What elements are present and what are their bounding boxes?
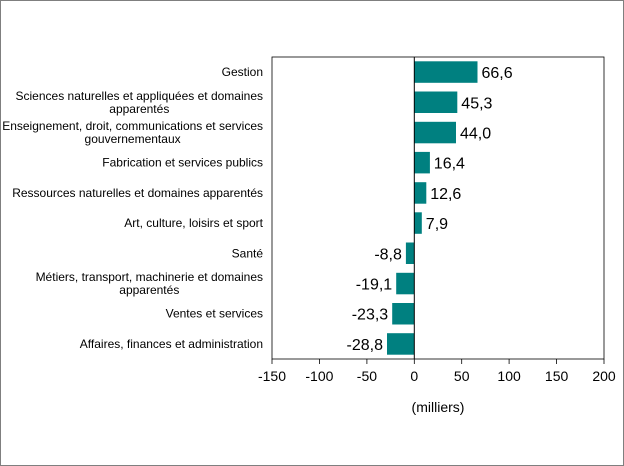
category-label: Ressources naturelles et domaines appare… — [12, 186, 263, 200]
x-tick-label: 50 — [454, 368, 470, 384]
x-tick-label: 100 — [497, 368, 521, 384]
data-label: -8,8 — [374, 246, 402, 263]
category-label: Affaires, finances et administration — [80, 337, 263, 351]
data-label: 16,4 — [434, 156, 465, 173]
data-label: -28,8 — [347, 337, 384, 354]
category-label: Ventes et services — [166, 307, 263, 321]
category-label: Enseignement, droit, communications et s… — [2, 119, 263, 146]
x-tick-label: 0 — [410, 368, 418, 384]
data-label: 44,0 — [460, 126, 491, 143]
x-tick-label: -150 — [258, 368, 286, 384]
bar — [392, 303, 415, 325]
category-label: Fabrication et services publics — [102, 156, 263, 170]
bar — [414, 151, 430, 174]
category-labels: Gestion Sciences naturelles et appliquées… — [2, 65, 263, 351]
bar — [414, 182, 427, 204]
x-axis-title: (milliers) — [412, 399, 465, 415]
bar — [414, 212, 422, 234]
value-labels: 66,6 45,3 44,0 16,4 12,6 7,9 -8,8 -19,1 -23,3 -28… — [347, 65, 513, 354]
bar — [387, 333, 415, 355]
category-label: Sciences naturelles et appliquées et dom… — [16, 89, 264, 116]
bar — [396, 272, 415, 295]
bar — [414, 61, 478, 83]
data-label: -19,1 — [356, 277, 393, 294]
data-label: -23,3 — [352, 307, 389, 324]
x-tick-label: -50 — [357, 368, 377, 384]
data-label: 7,9 — [426, 216, 448, 233]
data-label: 66,6 — [482, 65, 513, 82]
category-label: Santé — [232, 246, 264, 260]
x-axis: -150 -100 -50 0 50 100 150 200 — [258, 57, 616, 384]
category-label: Art, culture, loisirs et sport — [124, 216, 263, 230]
x-tick-label: 150 — [545, 368, 569, 384]
category-label: Gestion — [222, 65, 263, 79]
data-label: 12,6 — [430, 186, 461, 203]
x-tick-label: -100 — [305, 368, 333, 384]
bar — [405, 242, 415, 264]
x-tick-label: 200 — [592, 368, 616, 384]
data-label: 45,3 — [461, 95, 492, 112]
bar — [414, 91, 458, 113]
category-label: Métiers, transport, machinerie et domain… — [36, 270, 263, 297]
bars-group — [387, 61, 478, 355]
bar — [414, 121, 456, 144]
